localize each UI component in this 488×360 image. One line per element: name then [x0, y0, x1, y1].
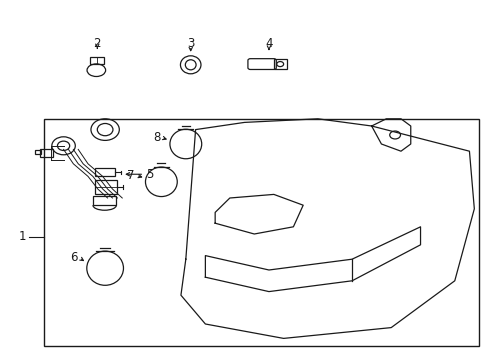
Text: 8: 8 — [152, 131, 160, 144]
Bar — [95, 168, 115, 176]
Text: 2: 2 — [93, 37, 101, 50]
Bar — [90, 57, 104, 64]
Bar — [273, 59, 286, 69]
Bar — [40, 149, 53, 157]
Text: 7: 7 — [127, 169, 135, 182]
Bar — [93, 196, 116, 205]
Bar — [95, 180, 117, 194]
Text: 4: 4 — [264, 37, 272, 50]
Text: 1: 1 — [18, 230, 26, 243]
Text: 5: 5 — [145, 168, 153, 181]
Bar — [35, 150, 41, 154]
Bar — [44, 119, 478, 346]
Text: 3: 3 — [186, 37, 194, 50]
Text: 6: 6 — [70, 251, 78, 264]
